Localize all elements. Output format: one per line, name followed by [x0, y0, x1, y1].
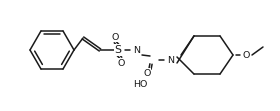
Text: O: O [242, 51, 250, 59]
Text: S: S [115, 45, 122, 55]
Text: O: O [117, 58, 125, 67]
Text: O: O [143, 68, 151, 77]
Text: HO: HO [133, 79, 147, 88]
Text: O: O [111, 33, 119, 42]
Text: N: N [167, 56, 174, 64]
Text: N: N [134, 46, 141, 55]
